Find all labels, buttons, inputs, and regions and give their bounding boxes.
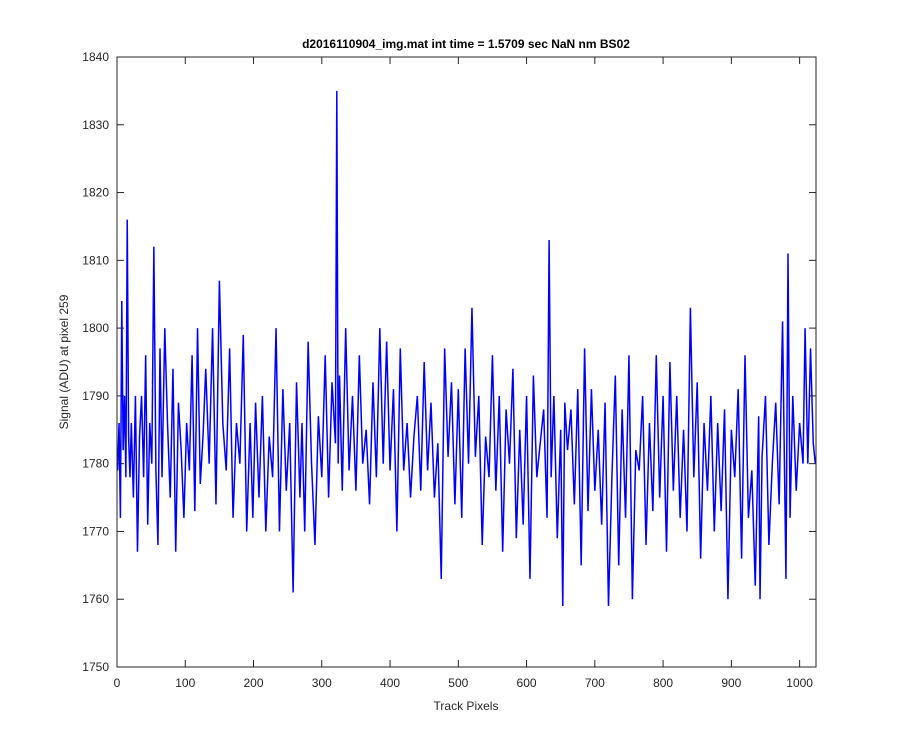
x-tick-label: 800: [653, 676, 673, 690]
y-tick-label: 1820: [82, 186, 109, 200]
y-tick-label: 1750: [82, 660, 109, 674]
x-tick-label: 200: [244, 676, 264, 690]
y-tick-label: 1780: [82, 457, 109, 471]
x-tick-label: 100: [175, 676, 195, 690]
x-tick-label: 0: [114, 676, 121, 690]
x-tick-label: 900: [721, 676, 741, 690]
x-tick-label: 300: [312, 676, 332, 690]
y-ticks: 1750 1760 1770 1780 1790 1800 1810 1820 1830 1840: [82, 50, 816, 674]
y-tick-label: 1810: [82, 253, 109, 267]
y-tick-label: 1790: [82, 389, 109, 403]
x-ticks: 0 100 200 300 400 500 600 700 800 900 1000: [114, 57, 813, 690]
y-tick-label: 1760: [82, 592, 109, 606]
y-tick-label: 1840: [82, 50, 109, 64]
plot-area: [116, 90, 817, 607]
chart-title: d2016110904_img.mat int time = 1.5709 se…: [302, 37, 630, 51]
y-tick-label: 1770: [82, 524, 109, 538]
x-tick-label: 600: [517, 676, 537, 690]
x-tick-label: 500: [448, 676, 468, 690]
x-tick-label: 700: [585, 676, 605, 690]
x-tick-label: 1000: [786, 676, 813, 690]
x-axis-label: Track Pixels: [434, 699, 499, 713]
y-axis-label: Signal (ADU) at pixel 259: [57, 294, 71, 429]
signal-series-line: [116, 90, 817, 607]
y-tick-label: 1830: [82, 118, 109, 132]
axes-box: [116, 56, 817, 668]
y-tick-label: 1800: [82, 321, 109, 335]
x-tick-label: 400: [380, 676, 400, 690]
